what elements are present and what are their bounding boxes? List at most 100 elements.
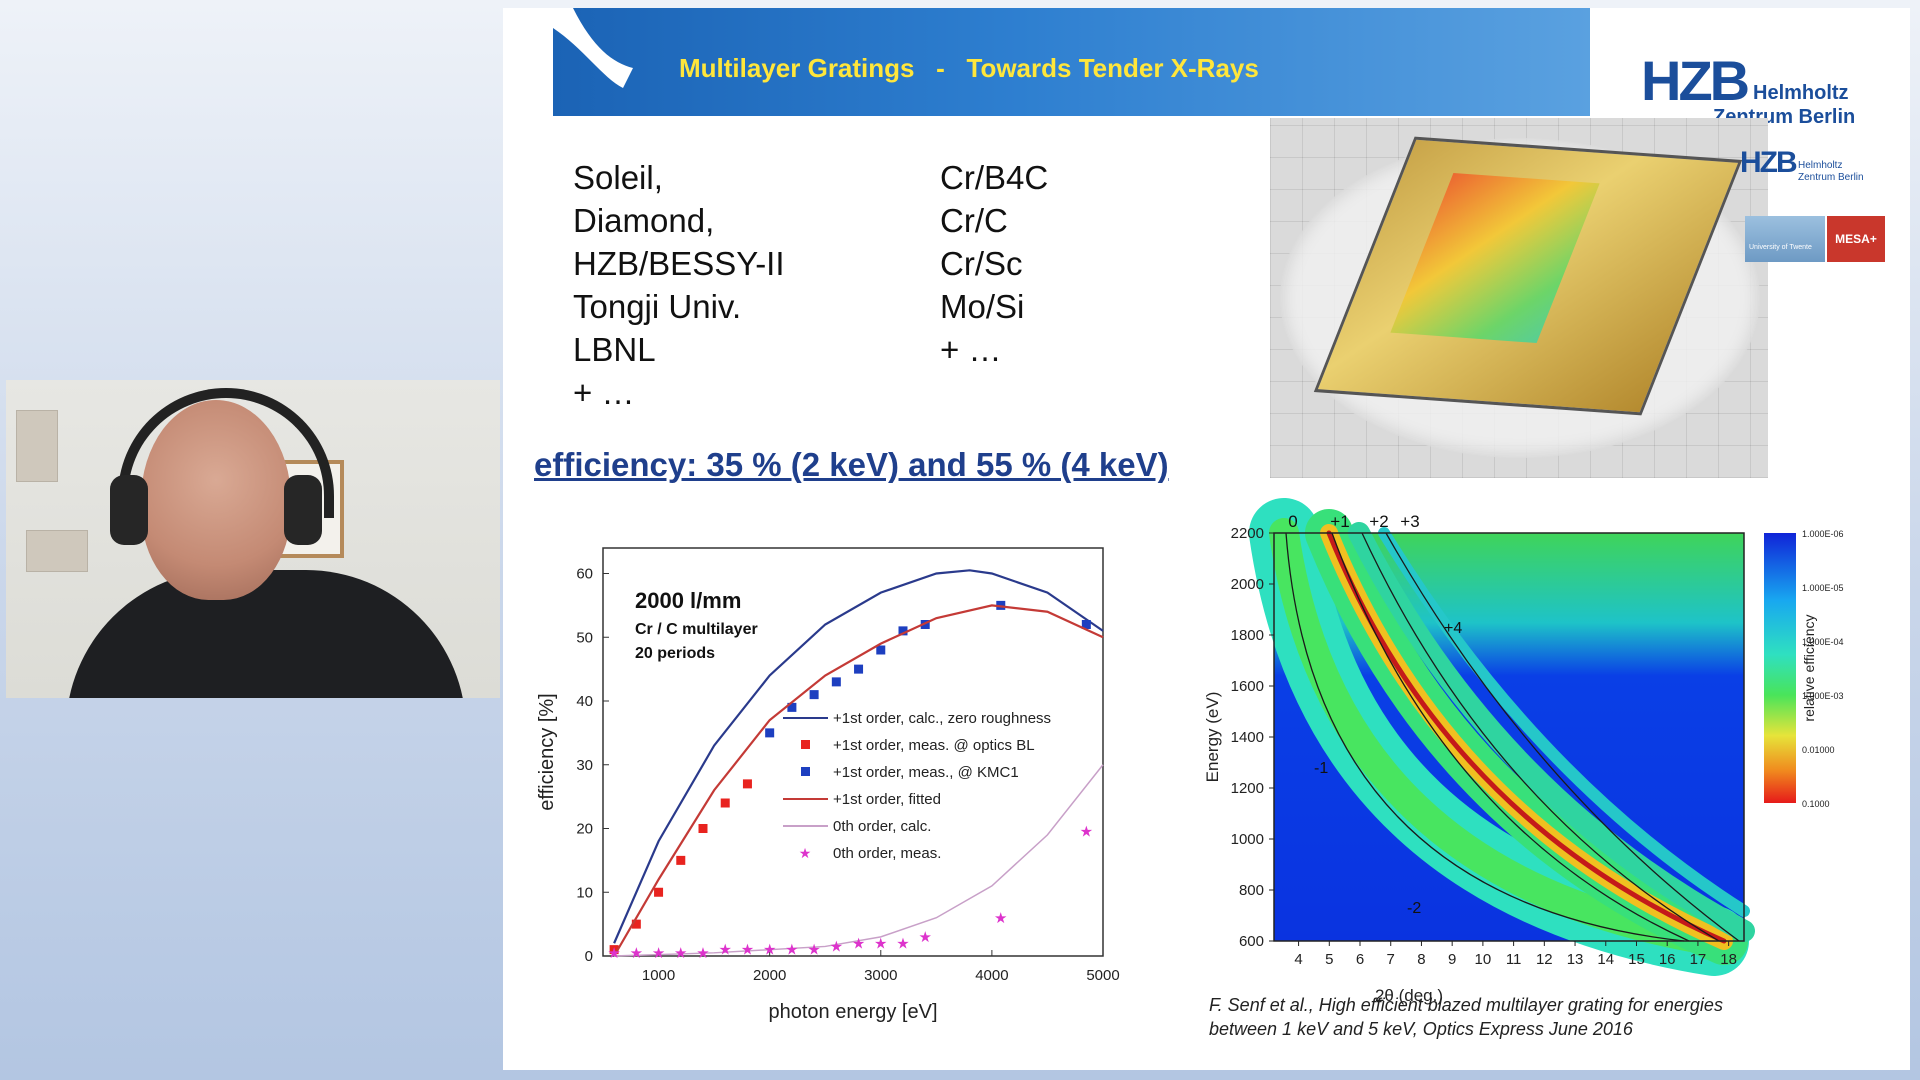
- facility-list: Soleil, Diamond, HZB/BESSY-II Tongji Uni…: [573, 156, 785, 414]
- facility-item: LBNL: [573, 331, 656, 368]
- data-point-star: ★: [718, 942, 731, 959]
- x-axis-label: 2θ (deg.): [1375, 986, 1443, 1005]
- order-fit-curve: [1331, 532, 1690, 942]
- x-tick-label: 1000: [642, 967, 675, 984]
- mini-logo-sub2: Zentrum Berlin: [1798, 172, 1864, 183]
- series-line: [614, 764, 1104, 957]
- facility-item: Soleil,: [573, 159, 663, 196]
- y-tick-label: 1600: [1231, 678, 1264, 695]
- order-label-top: +3: [1400, 512, 1419, 531]
- data-point-star: ★: [994, 910, 1007, 927]
- title-banner: Multilayer Gratings - Towards Tender X-R…: [553, 8, 1590, 116]
- partner-badges: University of Twente MESA+: [1745, 216, 1885, 262]
- citation-line-1: F. Senf et al., High efficient blazed mu…: [1209, 995, 1723, 1015]
- mesa-badge: MESA+: [1827, 216, 1885, 262]
- mini-logo-main: HZB: [1740, 146, 1798, 179]
- x-tick-label: 4: [1294, 951, 1302, 968]
- y-axis-label: Energy (eV): [1203, 692, 1222, 783]
- series-line: [613, 569, 1104, 944]
- banner-swoosh-icon: [553, 8, 633, 88]
- legend-entry: +1st order, meas., @ KMC1: [833, 764, 1019, 781]
- colorbar-tick-label: 1.000E-06: [1802, 529, 1844, 539]
- data-point-square: [876, 645, 886, 655]
- x-tick-label: 10: [1475, 951, 1492, 968]
- y-tick-label: 10: [576, 884, 593, 901]
- data-point-star: ★: [918, 929, 931, 946]
- colorbar-tick-label: 1.000E-05: [1802, 583, 1844, 593]
- x-tick-label: 8: [1417, 951, 1425, 968]
- y-tick-label: 1800: [1231, 627, 1264, 644]
- data-point-star: ★: [874, 935, 887, 952]
- colorbar-tick-label: 0.1000: [1802, 799, 1830, 809]
- colorbar-label: relative efficiency: [1801, 614, 1817, 721]
- colorbar-tick-label: 0.01000: [1802, 745, 1835, 755]
- data-point-square: [698, 824, 708, 833]
- order-label-inner: +4: [1444, 620, 1462, 637]
- citation-caption: F. Senf et al., High efficient blazed mu…: [1209, 993, 1889, 1041]
- legend-entry: 0th order, calc.: [833, 818, 931, 835]
- person-body: [66, 570, 466, 698]
- data-point-star: ★: [896, 935, 909, 952]
- x-tick-label: 11: [1506, 951, 1522, 968]
- data-point-square: [765, 728, 775, 738]
- legend-entry: +1st order, calc., zero roughness: [833, 710, 1051, 727]
- chart-annotation-sub2: 20 periods: [635, 645, 715, 662]
- material-item: Cr/Sc: [940, 245, 1023, 282]
- data-point-star: ★: [674, 945, 687, 962]
- x-tick-label: 13: [1567, 951, 1584, 968]
- order-label-top: +1: [1330, 512, 1349, 531]
- data-point-square: [742, 779, 752, 789]
- order-label-top: 0: [1288, 512, 1297, 531]
- x-tick-label: 3000: [864, 967, 897, 984]
- data-point-star: ★: [830, 938, 843, 955]
- chart-annotation-title: 2000 l/mm: [635, 588, 741, 613]
- material-item: Cr/C: [940, 202, 1008, 239]
- y-tick-label: 1000: [1231, 831, 1264, 848]
- facility-item: HZB/BESSY-II: [573, 245, 785, 282]
- data-point-square: [898, 626, 908, 636]
- webcam-video: [6, 380, 500, 698]
- data-point-star: ★: [607, 945, 620, 962]
- y-tick-label: 30: [576, 757, 593, 774]
- y-axis-label: efficiency [%]: [536, 693, 558, 810]
- y-tick-label: 20: [576, 821, 593, 838]
- y-tick-label: 2200: [1231, 525, 1264, 542]
- x-tick-label: 16: [1659, 951, 1676, 968]
- data-point-star: ★: [696, 945, 709, 962]
- y-tick-label: 0: [585, 948, 593, 965]
- material-item: + …: [940, 331, 1002, 368]
- y-tick-label: 1400: [1231, 729, 1264, 746]
- data-point-square: [720, 798, 730, 808]
- order-fit-curve: [1361, 532, 1720, 942]
- earcup-left: [110, 475, 148, 545]
- citation-line-2: between 1 keV and 5 keV, Optics Express …: [1209, 1019, 1633, 1039]
- facility-item: Diamond,: [573, 202, 715, 239]
- order-fit-curve: [1385, 532, 1740, 942]
- x-tick-label: 9: [1448, 951, 1456, 968]
- x-tick-label: 6: [1356, 951, 1364, 968]
- material-list: Cr/B4C Cr/C Cr/Sc Mo/Si + …: [940, 156, 1048, 371]
- twente-label: University of Twente: [1749, 244, 1812, 251]
- data-point-star: ★: [763, 942, 776, 959]
- grating-photo: [1270, 118, 1768, 478]
- data-point-square: [1081, 620, 1091, 629]
- colorbar-tick-label: 1.000E-03: [1802, 691, 1844, 701]
- y-tick-label: 1200: [1231, 780, 1264, 797]
- chart-annotation-sub1: Cr / C multilayer: [635, 621, 758, 638]
- x-tick-label: 4000: [975, 967, 1008, 984]
- order-band-minus-core: [1269, 518, 1729, 956]
- facility-item: Tongji Univ.: [573, 288, 742, 325]
- data-point-square: [654, 887, 664, 897]
- x-tick-label: 15: [1628, 951, 1645, 968]
- order-fit-curve: [1285, 532, 1685, 942]
- data-point-star: ★: [785, 942, 798, 959]
- legend-swatch-square: [801, 767, 810, 776]
- order-band-plus3: [1378, 527, 1750, 917]
- data-point-square: [809, 690, 819, 700]
- legend-swatch-star: ★: [799, 845, 812, 861]
- twente-badge: University of Twente: [1745, 216, 1825, 262]
- legend-entry: 0th order, meas.: [833, 845, 941, 862]
- legend-entry: +1st order, meas. @ optics BL: [833, 737, 1035, 754]
- data-point-star: ★: [652, 945, 665, 962]
- series-line: [613, 604, 1104, 957]
